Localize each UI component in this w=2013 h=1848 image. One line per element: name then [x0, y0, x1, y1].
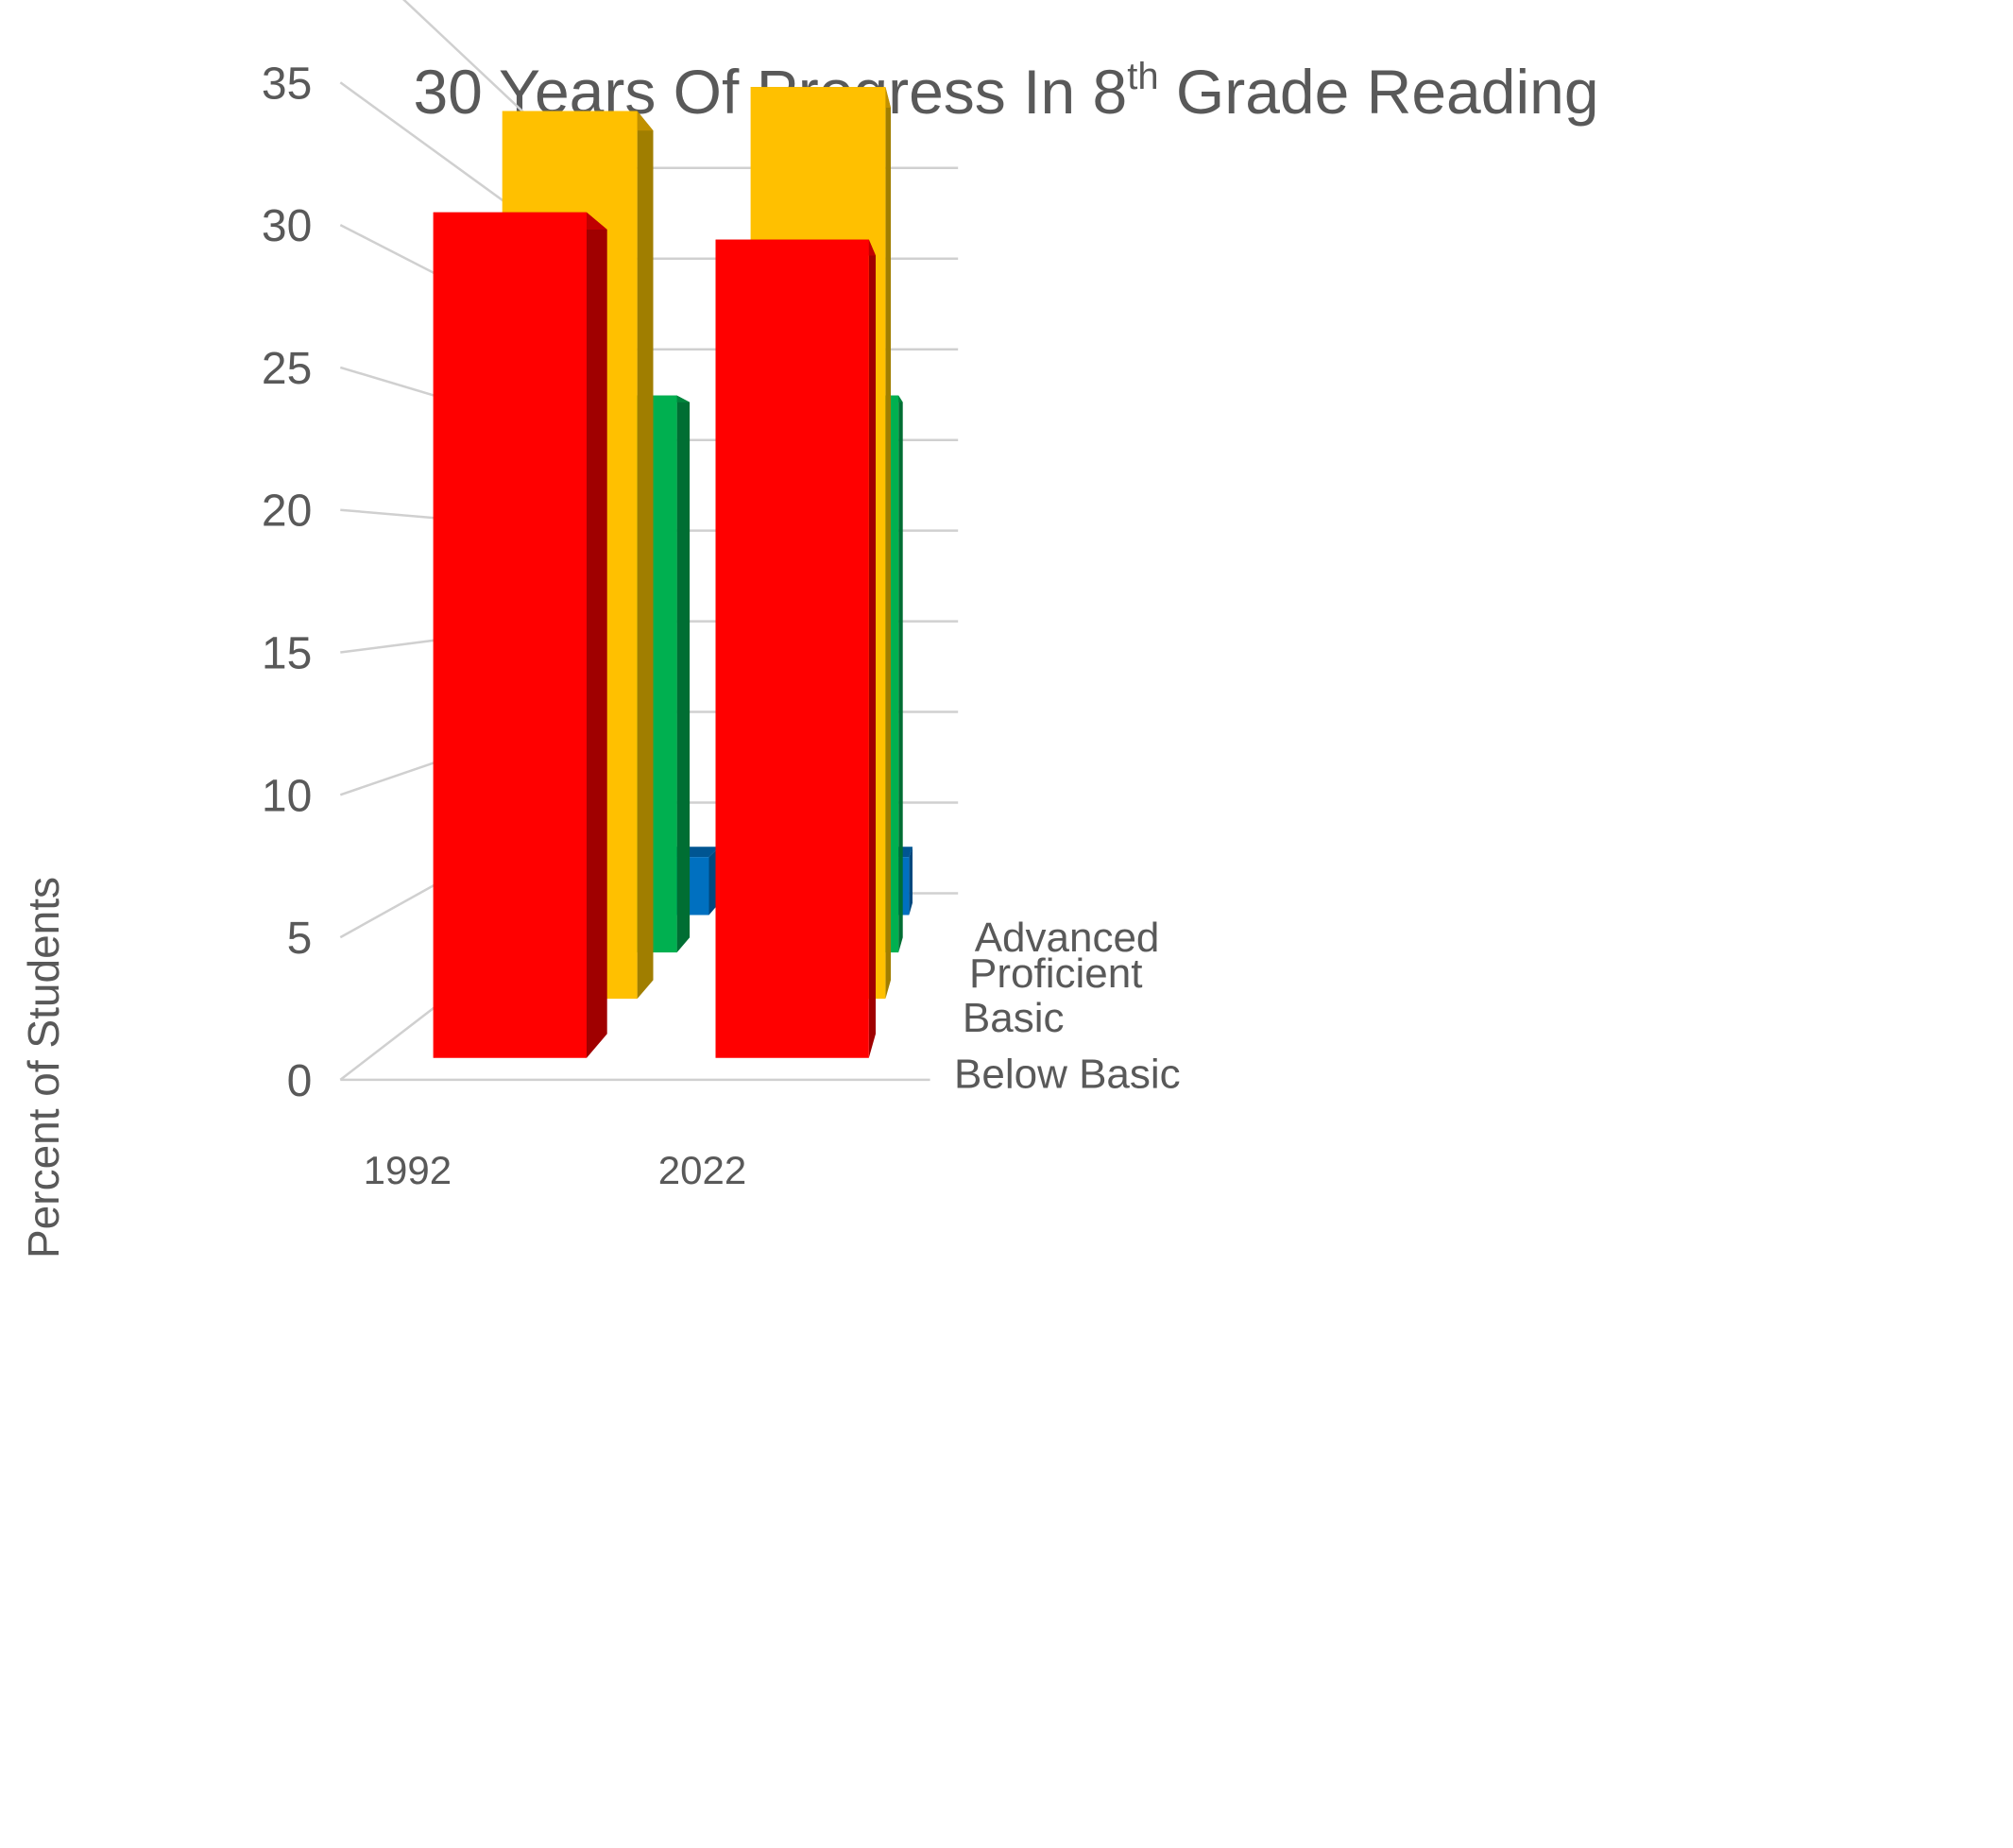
category-label: 2022	[658, 1148, 746, 1192]
series-label: Below Basic	[954, 1052, 1181, 1098]
y-tick-label: 25	[262, 344, 312, 394]
y-tick-labels: 0510152025303540	[262, 59, 313, 1106]
series-label: Proficient	[969, 950, 1142, 997]
bar-side	[637, 111, 654, 1000]
chart-title-suffix: Grade Reading	[1159, 57, 1599, 127]
y-tick-label: 10	[262, 771, 312, 821]
bar-side	[885, 87, 891, 1000]
y-axis-label: Percent of Students	[19, 877, 68, 1258]
bar-front	[433, 212, 587, 1058]
bar-side	[868, 239, 876, 1058]
bar-below-basic-1992	[433, 212, 607, 1058]
y-tick-label: 30	[262, 201, 312, 251]
bar-below-basic-2022	[715, 239, 876, 1058]
y-tick-label: 5	[287, 914, 313, 964]
bars	[433, 87, 913, 1058]
category-labels: 1992 2022	[364, 1148, 747, 1192]
y-tick-label: 0	[287, 1056, 313, 1106]
bar-side	[676, 395, 691, 953]
category-label: 1992	[364, 1148, 452, 1192]
bar-front	[715, 239, 869, 1058]
bar-side	[898, 395, 903, 953]
y-tick-label: 15	[262, 629, 312, 679]
y-tick-label: 20	[262, 487, 312, 537]
series-label: Advanced	[975, 915, 1160, 961]
y-tick-label: 35	[262, 59, 312, 109]
bar-side	[909, 847, 913, 915]
chart-title-superscript: th	[1127, 56, 1158, 97]
bar-side	[587, 212, 607, 1058]
series-label: Basic	[963, 995, 1065, 1041]
